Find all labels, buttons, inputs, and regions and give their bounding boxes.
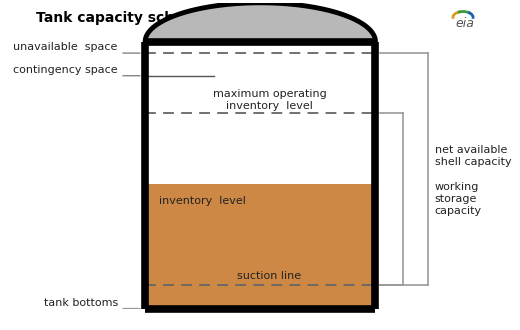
- Text: Tank capacity schematic: Tank capacity schematic: [36, 11, 227, 25]
- Text: net available
shell capacity: net available shell capacity: [435, 145, 511, 167]
- Text: working
storage
capacity: working storage capacity: [435, 182, 482, 216]
- Text: maximum operating
inventory  level: maximum operating inventory level: [213, 89, 326, 111]
- Text: suction line: suction line: [237, 271, 302, 281]
- Text: unavailable  space: unavailable space: [14, 42, 118, 52]
- Text: contingency space: contingency space: [13, 65, 118, 75]
- Bar: [145, 184, 375, 310]
- Text: eia: eia: [456, 17, 474, 30]
- Text: inventory  level: inventory level: [159, 196, 245, 206]
- Text: tank bottoms: tank bottoms: [44, 298, 118, 309]
